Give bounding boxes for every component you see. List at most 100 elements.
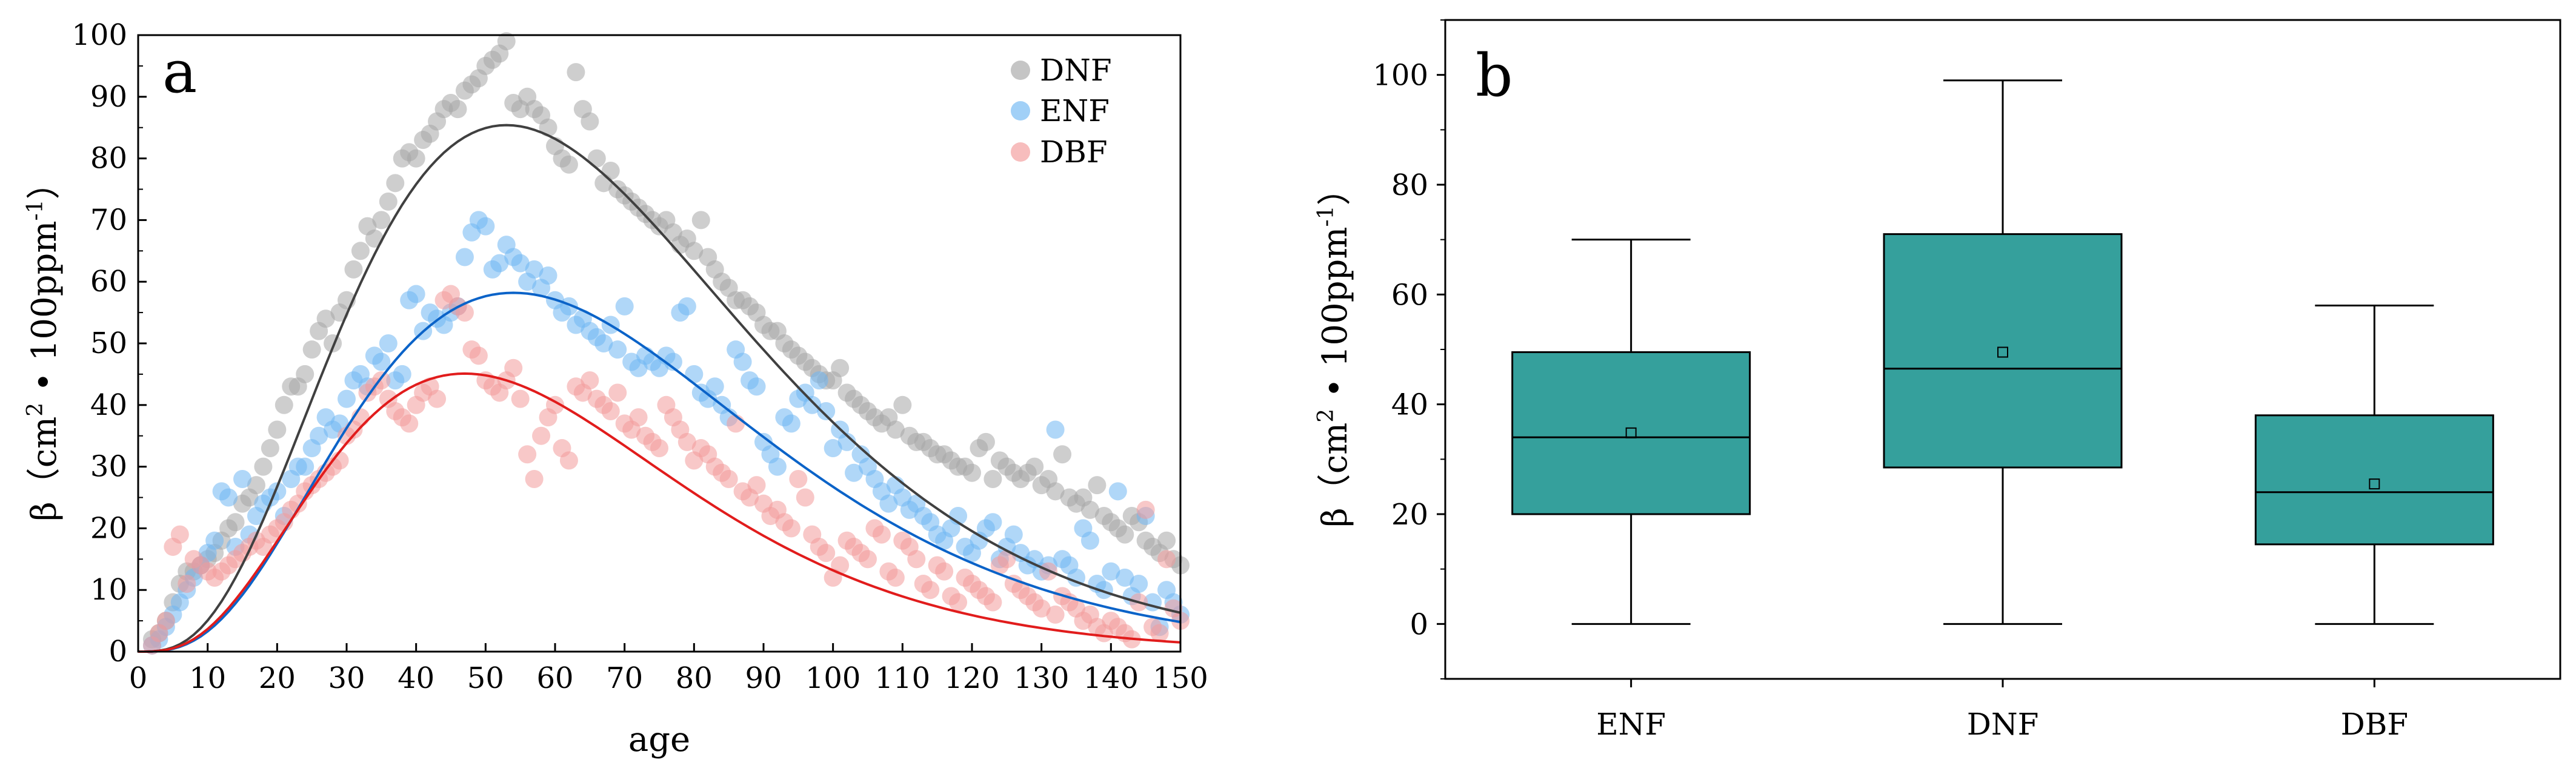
x-tick-label: 120	[944, 661, 1000, 695]
point-dbf	[559, 451, 578, 470]
point-dbf	[178, 575, 196, 593]
y-tick-label: 60	[1391, 278, 1428, 312]
point-dnf	[379, 192, 398, 211]
point-dnf	[268, 420, 287, 439]
x-tick-label: 70	[606, 661, 643, 695]
point-dbf	[859, 550, 877, 569]
point-enf	[233, 469, 251, 488]
x-tick-label: 130	[1014, 661, 1070, 695]
point-dbf	[872, 525, 891, 544]
y-tick-label: 80	[90, 142, 127, 176]
point-dbf	[532, 426, 551, 445]
y-tick-label: 100	[72, 18, 127, 52]
x-tick-label: 30	[328, 661, 365, 695]
x-tick-label: 90	[745, 661, 782, 695]
x-tick-label: 20	[259, 661, 296, 695]
y-tick-label: 100	[1373, 59, 1428, 93]
y-tick-label: 90	[90, 80, 127, 114]
y-tick-label: 70	[90, 203, 127, 237]
point-dnf	[601, 161, 620, 180]
mean-marker-dbf	[2369, 478, 2380, 490]
point-enf	[310, 426, 328, 445]
point-dbf	[400, 414, 419, 433]
category-label-enf: ENF	[1596, 707, 1666, 742]
y-tick-label: 20	[1391, 498, 1428, 532]
point-dnf	[831, 359, 850, 377]
point-dnf	[567, 63, 585, 82]
point-enf	[393, 365, 411, 383]
point-dnf	[254, 457, 273, 476]
point-dnf	[275, 395, 293, 414]
point-dnf	[261, 439, 279, 458]
point-dnf	[351, 242, 370, 260]
point-dbf	[469, 346, 488, 365]
point-dbf	[719, 469, 738, 488]
point-dnf	[539, 118, 557, 137]
legend-marker-enf	[1011, 101, 1030, 121]
scatter-points	[142, 32, 1190, 655]
point-enf	[1067, 568, 1085, 587]
point-dbf	[1157, 550, 1176, 569]
legend-marker-dnf	[1011, 61, 1030, 80]
point-dbf	[789, 469, 808, 488]
point-enf	[1130, 575, 1148, 593]
point-dnf	[296, 365, 315, 383]
x-tick-label: 40	[398, 661, 434, 695]
point-dbf	[601, 402, 620, 420]
y-tick-label: 10	[90, 573, 127, 607]
x-tick-label: 100	[805, 661, 861, 695]
point-dbf	[170, 525, 189, 544]
legend-label-enf: ENF	[1040, 93, 1110, 128]
point-enf	[845, 463, 864, 482]
panel-label-b: b	[1476, 42, 1513, 110]
panel-label-a: a	[162, 38, 197, 106]
point-dbf	[581, 371, 599, 390]
point-dnf	[685, 242, 704, 260]
category-label-dnf: DNF	[1967, 707, 2039, 742]
x-tick-label: 150	[1153, 661, 1208, 695]
point-dbf	[156, 612, 175, 630]
point-dnf	[1157, 531, 1176, 550]
mean-marker-enf	[1625, 427, 1637, 438]
point-dnf	[886, 420, 905, 439]
point-dnf	[1116, 525, 1134, 544]
point-dnf	[247, 476, 265, 495]
x-tick-label: 50	[467, 661, 504, 695]
point-enf	[539, 266, 557, 285]
point-enf	[685, 365, 704, 383]
boxplot-panel-b: 0 20 40 60 80 100 ENF DNF DBF b β（cm2 • 100ppm-…	[1314, 19, 2561, 742]
x-tick-label: 10	[189, 661, 226, 695]
point-dnf	[1025, 457, 1044, 476]
point-enf	[1004, 525, 1023, 544]
point-dbf	[608, 383, 627, 402]
point-enf	[664, 352, 682, 371]
point-enf	[1108, 482, 1127, 501]
point-dbf	[504, 359, 523, 377]
point-enf	[338, 389, 356, 408]
point-dnf	[226, 513, 245, 532]
point-dnf	[316, 309, 335, 328]
y-axis-title-a: β（cm2 • 100ppm-1）	[23, 165, 64, 521]
point-dnf	[983, 469, 1002, 488]
point-enf	[705, 377, 724, 396]
point-dnf	[372, 211, 391, 230]
box-dbf	[2254, 414, 2494, 546]
point-dbf	[1136, 500, 1155, 519]
point-enf	[490, 254, 509, 273]
point-enf	[379, 334, 398, 352]
point-enf	[817, 402, 836, 420]
point-dnf	[1088, 476, 1107, 495]
y-tick-label: 30	[90, 450, 127, 484]
point-dnf	[302, 340, 321, 359]
point-enf	[1116, 568, 1134, 587]
point-dbf	[949, 593, 968, 612]
point-dbf	[428, 389, 447, 408]
point-dbf	[629, 408, 648, 427]
legend-a: DNF ENF DBF	[1011, 53, 1112, 170]
point-dbf	[650, 439, 668, 458]
point-dnf	[448, 100, 467, 119]
point-dnf	[1046, 482, 1065, 501]
box-enf	[1511, 351, 1751, 515]
point-enf	[837, 432, 856, 451]
